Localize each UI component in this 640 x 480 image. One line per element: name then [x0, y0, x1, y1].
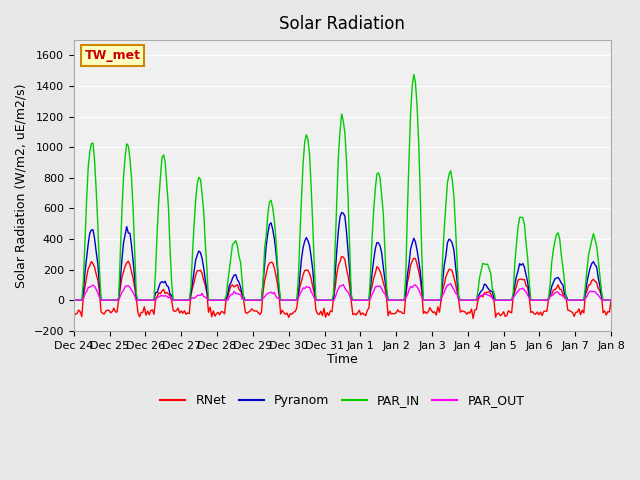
Pyranom	[70, 297, 77, 303]
Pyranom	[338, 210, 346, 216]
PAR_OUT	[517, 286, 525, 292]
Line: Pyranom: Pyranom	[74, 213, 611, 300]
RNet	[76, 309, 84, 314]
X-axis label: Time: Time	[327, 353, 358, 366]
PAR_IN	[230, 240, 238, 246]
PAR_IN	[371, 186, 379, 192]
RNet	[373, 264, 381, 270]
PAR_IN	[70, 297, 77, 303]
Pyranom	[230, 272, 238, 278]
Pyranom	[511, 282, 518, 288]
RNet	[519, 277, 527, 283]
RNet	[230, 284, 238, 290]
Pyranom	[76, 297, 84, 303]
RNet	[469, 316, 477, 322]
PAR_OUT	[371, 284, 379, 290]
Pyranom	[517, 262, 525, 268]
Pyranom	[373, 240, 381, 245]
RNet	[338, 254, 346, 260]
PAR_IN	[517, 215, 525, 220]
Title: Solar Radiation: Solar Radiation	[280, 15, 405, 33]
PAR_OUT	[76, 297, 84, 303]
PAR_IN	[189, 252, 196, 258]
PAR_IN	[410, 72, 418, 77]
PAR_OUT	[607, 297, 615, 303]
RNet	[607, 297, 615, 303]
Line: PAR_OUT: PAR_OUT	[74, 284, 611, 300]
Pyranom	[607, 297, 615, 303]
Y-axis label: Solar Radiation (W/m2, uE/m2/s): Solar Radiation (W/m2, uE/m2/s)	[15, 83, 28, 288]
PAR_OUT	[511, 293, 518, 299]
PAR_OUT	[70, 297, 77, 303]
Legend: RNet, Pyranom, PAR_IN, PAR_OUT: RNet, Pyranom, PAR_IN, PAR_OUT	[156, 389, 529, 412]
RNet	[70, 313, 77, 319]
PAR_IN	[76, 297, 84, 303]
PAR_OUT	[189, 295, 196, 300]
Text: TW_met: TW_met	[84, 49, 141, 62]
Line: RNet: RNet	[74, 257, 611, 319]
PAR_OUT	[447, 281, 454, 287]
RNet	[513, 284, 520, 289]
PAR_OUT	[230, 288, 238, 294]
RNet	[189, 285, 196, 291]
Line: PAR_IN: PAR_IN	[74, 74, 611, 300]
PAR_IN	[607, 297, 615, 303]
Pyranom	[189, 280, 196, 286]
PAR_IN	[511, 260, 518, 266]
